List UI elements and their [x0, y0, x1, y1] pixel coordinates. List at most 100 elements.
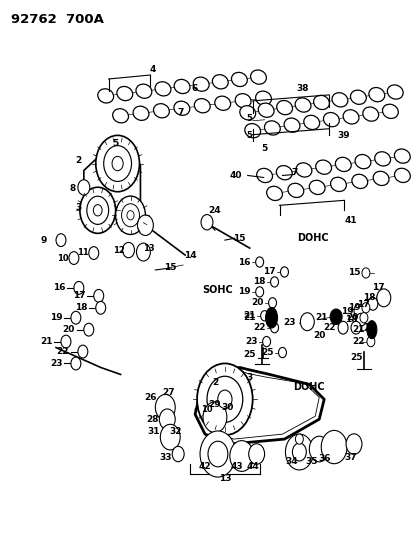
Text: 22: 22 [57, 347, 69, 356]
Circle shape [103, 146, 131, 181]
Ellipse shape [133, 106, 149, 120]
Text: 30: 30 [221, 403, 233, 412]
Text: 5: 5 [246, 131, 252, 140]
Text: 17: 17 [356, 300, 368, 309]
Ellipse shape [276, 166, 292, 180]
Circle shape [361, 303, 369, 313]
Circle shape [137, 215, 153, 236]
Circle shape [88, 247, 98, 260]
Circle shape [80, 187, 115, 233]
Ellipse shape [394, 168, 409, 182]
Text: 21: 21 [352, 325, 364, 334]
Ellipse shape [309, 180, 324, 195]
Text: 18: 18 [74, 303, 87, 312]
Ellipse shape [368, 87, 384, 102]
Circle shape [268, 298, 276, 308]
Text: 21: 21 [314, 313, 327, 322]
Circle shape [353, 304, 363, 317]
Circle shape [292, 443, 306, 461]
Circle shape [248, 444, 264, 464]
Text: 5: 5 [112, 139, 119, 148]
Ellipse shape [194, 99, 210, 113]
Circle shape [71, 357, 81, 370]
Text: 34: 34 [285, 457, 297, 466]
Circle shape [359, 313, 367, 323]
Ellipse shape [335, 157, 350, 172]
Circle shape [159, 409, 175, 430]
Text: 15: 15 [362, 323, 374, 332]
Text: 15: 15 [233, 233, 245, 243]
Ellipse shape [287, 183, 303, 198]
Ellipse shape [354, 155, 370, 169]
Text: 39: 39 [337, 131, 349, 140]
Text: 18: 18 [362, 293, 374, 302]
Ellipse shape [374, 152, 389, 166]
Ellipse shape [283, 118, 299, 132]
Ellipse shape [266, 186, 282, 200]
Ellipse shape [231, 72, 247, 86]
Text: 10: 10 [201, 405, 212, 414]
Circle shape [330, 309, 341, 325]
Circle shape [95, 301, 105, 314]
Ellipse shape [235, 94, 250, 108]
Circle shape [366, 325, 374, 335]
Text: 15: 15 [164, 263, 176, 272]
Circle shape [376, 293, 384, 303]
Ellipse shape [276, 101, 292, 115]
Text: 13: 13 [142, 244, 154, 253]
Circle shape [280, 267, 288, 277]
Text: 25: 25 [261, 348, 273, 357]
Ellipse shape [174, 79, 190, 94]
Text: 5: 5 [261, 144, 267, 153]
Circle shape [78, 345, 88, 358]
Ellipse shape [387, 85, 402, 99]
Ellipse shape [256, 168, 272, 183]
Text: 17: 17 [263, 268, 275, 277]
Circle shape [207, 441, 227, 467]
Ellipse shape [112, 109, 128, 123]
Text: 8: 8 [70, 184, 76, 193]
Text: 23: 23 [282, 318, 295, 327]
Ellipse shape [294, 98, 310, 112]
Circle shape [376, 289, 390, 307]
Ellipse shape [239, 106, 255, 120]
Text: 37: 37 [344, 453, 356, 462]
Text: 18: 18 [344, 315, 356, 324]
Circle shape [115, 196, 145, 235]
Circle shape [345, 434, 361, 454]
Text: 4: 4 [149, 64, 155, 74]
Ellipse shape [258, 103, 273, 117]
Ellipse shape [315, 160, 331, 174]
Text: 26: 26 [144, 393, 156, 402]
Text: 19: 19 [340, 307, 353, 316]
Ellipse shape [265, 308, 277, 328]
Ellipse shape [97, 89, 113, 103]
Circle shape [127, 211, 134, 220]
Circle shape [69, 252, 78, 264]
Text: 22: 22 [253, 323, 265, 332]
Circle shape [93, 205, 102, 216]
Text: 44: 44 [246, 463, 259, 472]
Text: 17: 17 [72, 292, 85, 301]
Ellipse shape [323, 112, 339, 127]
Text: 32: 32 [169, 426, 181, 435]
Text: 22: 22 [352, 337, 364, 346]
Text: 21: 21 [243, 313, 255, 322]
Text: 20: 20 [345, 313, 357, 322]
Circle shape [262, 336, 270, 347]
Circle shape [270, 322, 278, 333]
Circle shape [229, 441, 253, 471]
Text: 2: 2 [76, 156, 82, 165]
Ellipse shape [313, 95, 329, 110]
Circle shape [295, 434, 303, 444]
Circle shape [172, 446, 184, 462]
Circle shape [160, 424, 180, 450]
Text: 41: 41 [344, 216, 356, 225]
Text: 18: 18 [253, 277, 265, 286]
Ellipse shape [382, 104, 397, 118]
Circle shape [337, 321, 347, 334]
Ellipse shape [366, 321, 376, 338]
Ellipse shape [362, 107, 378, 121]
Ellipse shape [193, 77, 209, 91]
Circle shape [285, 434, 313, 470]
